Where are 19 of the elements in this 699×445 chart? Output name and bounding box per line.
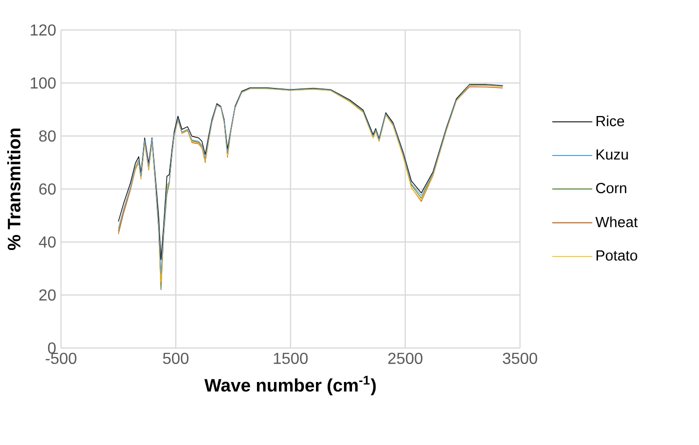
y-tick-label: 60 xyxy=(39,183,56,195)
legend-label: Wheat xyxy=(595,216,638,228)
x-tick-label: 500 xyxy=(163,352,188,364)
y-tick-label: 80 xyxy=(39,130,56,142)
y-tick-label: 20 xyxy=(39,289,56,301)
x-tick-label: 1500 xyxy=(274,352,308,364)
x-tick-label: 3500 xyxy=(502,352,538,364)
y-tick-label: 120 xyxy=(30,24,56,36)
legend-label: Potato xyxy=(596,250,638,261)
y-tick-label: 100 xyxy=(30,77,56,89)
x-axis-title: Wave number (cm$^{-1}$) xyxy=(204,376,376,396)
y-axis-title: % Transmition xyxy=(7,128,20,250)
x-tick-label: 2500 xyxy=(388,352,422,364)
legend-label: Rice xyxy=(596,115,624,126)
y-tick-label: 40 xyxy=(38,236,56,248)
legend-label: Kuzu xyxy=(596,149,628,160)
legend-label: Corn xyxy=(596,182,626,194)
x-tick-label: -500 xyxy=(46,352,76,364)
y-tick-label: 0 xyxy=(48,342,56,354)
